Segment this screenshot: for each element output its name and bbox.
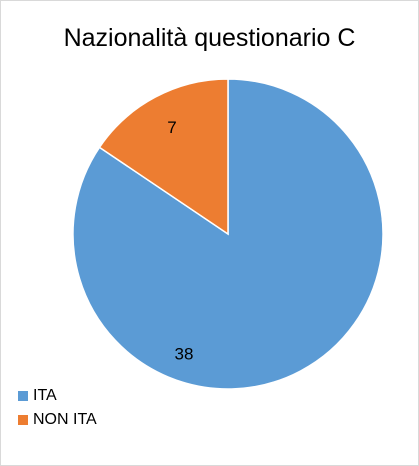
pie-slice-ita bbox=[72, 78, 384, 390]
legend-item-non-ita: NON ITA bbox=[18, 408, 97, 432]
data-label-non-ita: 7 bbox=[167, 118, 176, 137]
legend: ITA NON ITA bbox=[18, 384, 97, 432]
legend-swatch-ita bbox=[18, 391, 28, 401]
legend-label-non-ita: NON ITA bbox=[33, 411, 97, 428]
legend-label-ita: ITA bbox=[33, 387, 57, 404]
data-label-ita: 38 bbox=[175, 344, 194, 363]
legend-swatch-non-ita bbox=[18, 415, 28, 425]
pie-slice-non-ita bbox=[98, 78, 229, 236]
legend-item-ita: ITA bbox=[18, 384, 97, 408]
chart-title: Nazionalità questionario C bbox=[63, 24, 356, 52]
